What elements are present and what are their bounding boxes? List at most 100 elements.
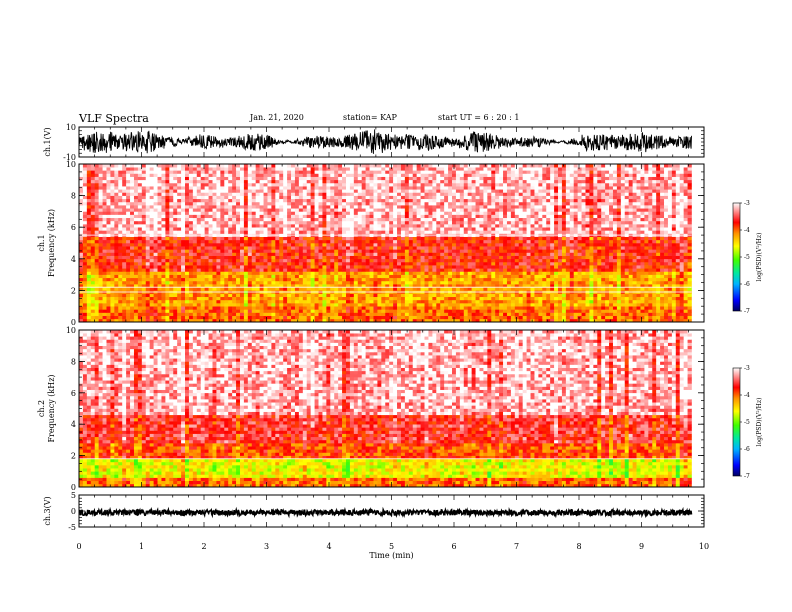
spectrogram-cell <box>519 278 523 281</box>
spectrogram-cell <box>110 227 114 230</box>
spectrogram-cell <box>154 265 158 268</box>
spectrogram-cell <box>193 256 197 259</box>
spectrogram-cell <box>118 297 122 300</box>
spectrogram-cell <box>228 240 232 243</box>
spectrogram-cell <box>205 278 209 281</box>
spectrogram-cell <box>142 249 146 252</box>
spectrogram-cell <box>264 224 268 227</box>
spectrogram-cell <box>319 275 323 278</box>
spectrogram-cell <box>169 227 173 230</box>
spectrogram-cell <box>165 275 169 278</box>
spectrogram-cell <box>582 306 586 309</box>
spectrogram-cell <box>165 297 169 300</box>
spectrogram-cell <box>342 275 346 278</box>
spectrogram-cell <box>146 237 150 240</box>
spectrogram-cell <box>228 256 232 259</box>
spectrogram-cell <box>558 294 562 297</box>
spectrogram-cell <box>283 237 287 240</box>
spectrogram-cell <box>405 303 409 306</box>
spectrogram-cell <box>220 259 224 262</box>
spectrogram-cell <box>432 278 436 281</box>
spectrogram-cell <box>550 240 554 243</box>
spectrogram-cell <box>106 278 110 281</box>
spectrogram-cell <box>605 281 609 284</box>
spectrogram-cell <box>79 262 83 265</box>
spectrogram-cell <box>534 240 538 243</box>
spectrogram-cell <box>271 313 275 316</box>
spectrogram-cell <box>456 278 460 281</box>
spectrogram-cell <box>201 230 205 233</box>
spectrogram-cell <box>440 237 444 240</box>
spectrogram-cell <box>464 240 468 243</box>
spectrogram-cell <box>417 265 421 268</box>
spectrogram-cell <box>228 221 232 224</box>
spectrogram-cell <box>224 306 228 309</box>
spectrogram-cell <box>405 237 409 240</box>
spectrogram-cell <box>601 240 605 243</box>
spectrogram-cell <box>633 246 637 249</box>
spectrogram-cell <box>648 265 652 268</box>
spectrogram-cell <box>421 246 425 249</box>
spectrogram-cell <box>193 309 197 312</box>
spectrogram-cell <box>330 256 334 259</box>
spectrogram-cell <box>240 306 244 309</box>
spectrogram-cell <box>377 243 381 246</box>
spectrogram-cell <box>688 243 692 246</box>
spectrogram-cell <box>479 306 483 309</box>
spectrogram-cell <box>185 306 189 309</box>
spectrogram-cell <box>346 278 350 281</box>
spectrogram-cell <box>405 281 409 284</box>
spectrogram-cell <box>668 262 672 265</box>
spectrogram-cell <box>236 221 240 224</box>
spectrogram-cell <box>381 230 385 233</box>
spectrogram-cell <box>515 240 519 243</box>
spectrogram-cell <box>350 275 354 278</box>
spectrogram-cell <box>232 316 236 319</box>
spectrogram-cell <box>99 297 103 300</box>
spectrogram-cell <box>464 227 468 230</box>
spectrogram-cell <box>566 287 570 290</box>
spectrogram-cell <box>95 259 99 262</box>
spectrogram-cell <box>597 246 601 249</box>
spectrogram-cell <box>326 237 330 240</box>
spectrogram-cell <box>189 268 193 271</box>
spectrogram-cell <box>330 278 334 281</box>
spectrogram-cell <box>220 262 224 265</box>
spectrogram-cell <box>570 278 574 281</box>
spectrogram-cell <box>150 316 154 319</box>
spectrogram-cell <box>597 259 601 262</box>
spectrogram-cell <box>330 306 334 309</box>
spectrogram-cell <box>161 281 165 284</box>
spectrogram-cell <box>389 246 393 249</box>
spectrogram-cell <box>613 278 617 281</box>
spectrogram-cell <box>106 265 110 268</box>
spectrogram-cell <box>87 287 91 290</box>
spectrogram-cell <box>177 313 181 316</box>
spectrogram-cell <box>173 287 177 290</box>
spectrogram-cell <box>370 240 374 243</box>
spectrogram-cell <box>617 227 621 230</box>
spectrogram-cell <box>409 262 413 265</box>
spectrogram-cell <box>161 287 165 290</box>
spectrogram-cell <box>244 246 248 249</box>
spectrogram-cell <box>252 287 256 290</box>
spectrogram-cell <box>373 271 377 274</box>
spectrogram-cell <box>409 265 413 268</box>
spectrogram-cell <box>456 246 460 249</box>
spectrogram-cell <box>370 224 374 227</box>
spectrogram-cell <box>668 252 672 255</box>
spectrogram-cell <box>146 275 150 278</box>
spectrogram-cell <box>633 256 637 259</box>
spectrogram-cell <box>542 300 546 303</box>
spectrogram-cell <box>299 316 303 319</box>
spectrogram-cell <box>370 287 374 290</box>
spectrogram-cell <box>342 230 346 233</box>
spectrogram-cell <box>582 303 586 306</box>
spectrogram-cell <box>291 275 295 278</box>
spectrogram-cell <box>150 249 154 252</box>
spectrogram-cell <box>346 243 350 246</box>
spectrogram-cell <box>114 227 118 230</box>
spectrogram-cell <box>315 271 319 274</box>
spectrogram-cell <box>118 275 122 278</box>
spectrogram-cell <box>150 262 154 265</box>
